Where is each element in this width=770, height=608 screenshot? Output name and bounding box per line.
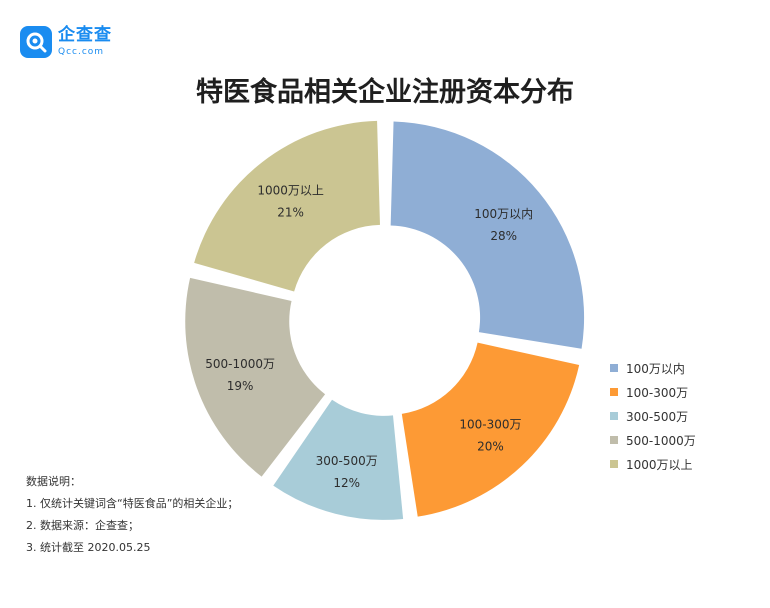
chart-title: 特医食品相关企业注册资本分布 [196,77,574,108]
chart-legend: 100万以内 100-300万 300-500万 500-1000万 1000万以上 [610,356,696,476]
legend-label-1: 100万以内 [626,361,685,376]
donut-slice-4 [185,277,326,477]
legend-swatch-4 [610,436,618,444]
slice-label-3: 300-500万 [316,454,378,468]
brand-domain: Qcc.com [58,47,105,57]
legend-label-4: 500-1000万 [626,433,696,448]
note-line-2: 2. 数据来源：企查查； [26,519,139,532]
donut-slice-3 [273,399,404,520]
note-line-1: 1. 仅统计关键词含“特医食品”的相关企业； [26,497,239,510]
slice-value-label-5: 21% [277,205,304,219]
donut-slice-2 [401,342,580,517]
legend-swatch-5 [610,460,618,468]
notes-heading: 数据说明： [26,475,81,488]
legend-item-1: 100万以内 [610,356,696,380]
brand-logo: 企查查 Qcc.com [20,26,112,58]
slice-value-label-1: 28% [490,229,517,243]
donut-slice-5 [194,120,380,292]
legend-label-5: 1000万以上 [626,457,693,472]
slice-label-2: 100-300万 [459,417,521,431]
legend-item-3: 300-500万 [610,404,696,428]
note-line-3: 3. 统计截至 2020.05.25 [26,541,151,554]
legend-label-2: 100-300万 [626,385,689,400]
legend-swatch-1 [610,364,618,372]
slice-label-5: 1000万以上 [257,183,324,197]
legend-item-5: 1000万以上 [610,452,696,476]
slice-label-4: 500-1000万 [205,357,275,371]
legend-item-4: 500-1000万 [610,428,696,452]
donut-slice-1 [390,121,585,349]
legend-label-3: 300-500万 [626,409,689,424]
legend-swatch-3 [610,412,618,420]
slice-label-1: 100万以内 [474,207,533,221]
data-notes: 数据说明： 1. 仅统计关键词含“特医食品”的相关企业； 2. 数据来源：企查查… [26,471,238,559]
legend-item-2: 100-300万 [610,380,696,404]
slice-value-label-3: 12% [333,476,360,490]
qcc-logo-icon [20,26,52,58]
brand-name: 企查查 [58,25,112,45]
slice-value-label-4: 19% [227,379,254,393]
legend-swatch-2 [610,388,618,396]
slice-value-label-2: 20% [477,439,504,453]
